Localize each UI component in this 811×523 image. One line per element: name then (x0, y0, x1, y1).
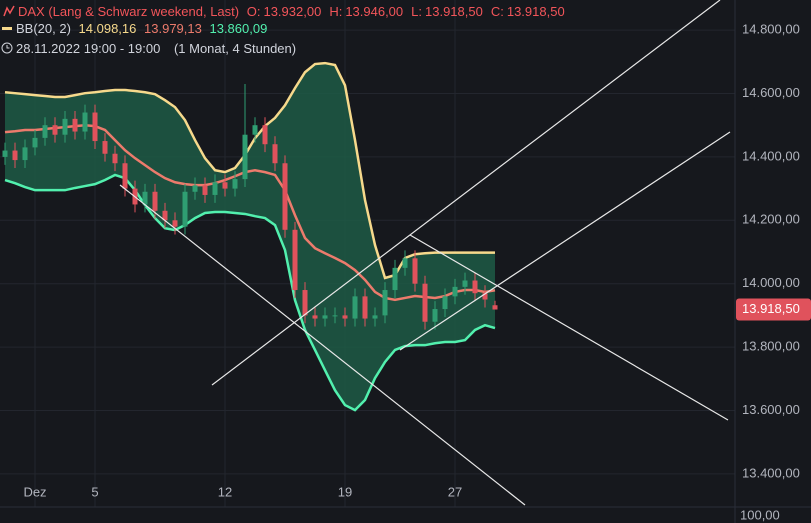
ohlc: O: 13.932,00 H: 13.946,00 L: 13.918,50 C: 13.91… (247, 4, 573, 19)
candle-body (82, 112, 88, 132)
indicator: BB(20, 2) (16, 21, 71, 36)
candle-body (192, 185, 198, 192)
candle-body (232, 179, 238, 189)
ohlc-label: O: (246, 4, 261, 19)
candle-body (442, 296, 448, 310)
candle-body (122, 163, 128, 189)
candle-body (422, 283, 428, 322)
ohlc-value: 13.946,00 (345, 4, 404, 19)
x-tick-label: 12 (218, 484, 232, 499)
candle-body (462, 280, 468, 287)
trend-line (399, 131, 731, 351)
y-tick-label: 13.800,00 (742, 339, 800, 354)
y-tick-label: 14.600,00 (742, 85, 800, 100)
range: 28.11.2022 19:00 - 19:00 (16, 41, 161, 56)
y-tick-label: 14.400,00 (742, 148, 800, 163)
candle-body (72, 118, 78, 132)
y-tick-label: 14.000,00 (742, 275, 800, 290)
candle-body (412, 258, 418, 284)
band-line (4, 61, 496, 280)
candles (2, 83, 498, 330)
ohlc-value: 13.918,50 (425, 4, 483, 19)
axis: 13.400,00 13.600,00 13.800,00 14.000,00 14.2… (23, 22, 811, 499)
trend-line (211, 0, 721, 386)
indicator-swatch (2, 27, 12, 30)
ohlc-value: 13.918,50 (506, 4, 565, 19)
candle-body (32, 137, 38, 148)
candle-body (42, 125, 48, 138)
indicator-line: BB(20, 2) 14.098,16 13.979,13 13.860,09 (0, 21, 271, 36)
trend-line (119, 184, 526, 506)
chart-icon (3, 5, 15, 17)
candle-body (322, 315, 328, 319)
header-line: DAX (Lang & Schwarz weekend, Last) O: 13.… (0, 2, 577, 19)
x-tick-label: Dez (23, 484, 46, 499)
candle-body (112, 153, 118, 164)
trend-lines (119, 0, 731, 506)
candle-body (52, 125, 58, 135)
candle-body (272, 144, 278, 164)
candle-body (162, 210, 168, 221)
candle-body (212, 182, 218, 195)
x-tick-label: 27 (448, 484, 462, 499)
candle-body (62, 118, 68, 135)
candle-body (312, 315, 318, 319)
candle-body (302, 290, 308, 316)
clock-icon (1, 42, 13, 54)
y-tick-label: 14.800,00 (742, 22, 800, 37)
candle-body (172, 220, 178, 227)
candle-body (222, 182, 228, 189)
last-price-tag (736, 298, 811, 321)
candle-body (292, 229, 298, 291)
candle-body (432, 309, 438, 322)
candle-body (242, 134, 248, 180)
band-fill (5, 63, 495, 411)
candle-body (342, 315, 348, 319)
y-tick-label: 13.600,00 (742, 402, 800, 417)
candle-body (92, 112, 98, 142)
candle-body (382, 290, 388, 316)
period: (1 Monat, 4 Stunden) (173, 41, 297, 56)
candle-body (482, 293, 488, 300)
range-line: 28.11.2022 19:00 - 19:00 (1 Monat, 4 Stu… (0, 41, 300, 56)
last-price-label: 13.918,50 (742, 301, 800, 316)
x-tick-label: 5 (91, 484, 98, 499)
candle-body (372, 315, 378, 319)
band-line (4, 173, 496, 412)
candle-body (152, 191, 158, 211)
candle-body (252, 125, 258, 135)
candle-body (472, 280, 478, 294)
candle-body (492, 305, 498, 310)
candle-body (392, 267, 398, 291)
ohlc-label: H: (329, 4, 343, 19)
candle-body (12, 150, 18, 161)
indicator-value: 13.979,13 (144, 21, 202, 36)
candle-body (182, 191, 188, 227)
candle-body (452, 286, 458, 297)
candle-body (332, 315, 338, 317)
candle-body (202, 185, 208, 195)
candle-body (142, 191, 148, 205)
indicator-value: 13.860,09 (209, 21, 268, 36)
candle-body (282, 163, 288, 230)
candle-body (362, 296, 368, 319)
indicator-value: 14.098,16 (78, 21, 137, 36)
ohlc-label: C: (490, 4, 504, 19)
x-tick-label: 19 (338, 484, 352, 499)
trend-line (409, 234, 729, 421)
candle-body (102, 141, 108, 154)
ohlc-label: L: (411, 4, 422, 19)
candle-body (402, 258, 408, 268)
lower-pane-label: 100,00 (740, 507, 780, 522)
ohlc-value: 13.932,00 (263, 4, 322, 19)
symbol: DAX (Lang & Schwarz weekend, Last) (18, 4, 240, 19)
candle-body (22, 147, 28, 161)
y-tick-label: 13.400,00 (742, 465, 800, 480)
y-tick-label: 14.200,00 (742, 212, 800, 227)
candle-body (352, 296, 358, 319)
candle-body (2, 150, 8, 157)
candle-body (262, 125, 268, 145)
